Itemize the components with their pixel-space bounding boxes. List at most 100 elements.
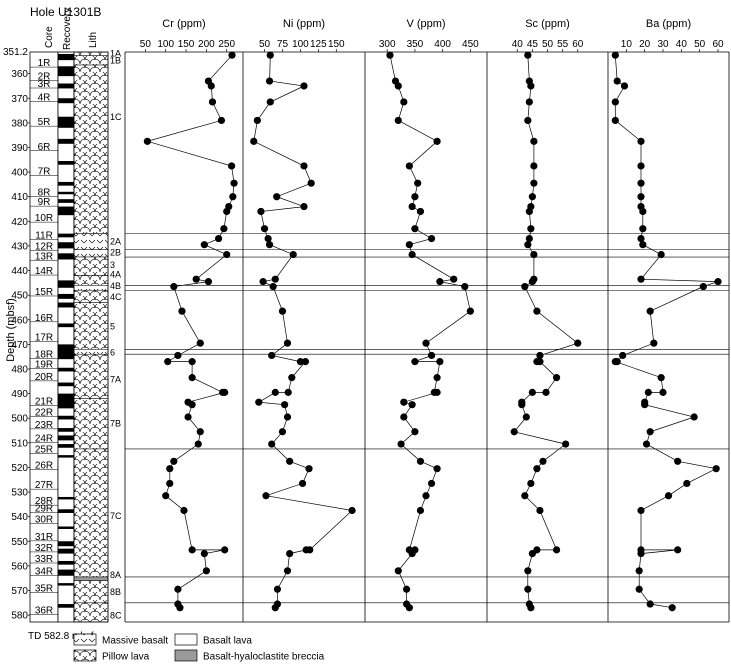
data-point: [611, 358, 619, 366]
core-label: 14R: [35, 266, 53, 277]
data-point: [414, 179, 422, 187]
data-point: [664, 492, 673, 500]
data-point: [174, 585, 182, 593]
data-point: [281, 401, 289, 409]
core-label: 3R: [38, 79, 51, 90]
data-point: [166, 479, 174, 488]
data-point: [530, 250, 538, 259]
stratigraphy-columns: 351.2 360 370 380 390 400 410 420 430 440 450 460 47…: [3, 47, 122, 623]
legend-label: Pillow lava: [102, 652, 150, 663]
data-point: [188, 358, 196, 366]
data-point: [221, 546, 229, 554]
data-point: [223, 207, 231, 216]
legend-swatch: [174, 649, 198, 662]
recovery-block: [58, 455, 74, 458]
data-point: [143, 137, 151, 145]
data-point: [427, 479, 436, 488]
data-point: [536, 358, 544, 366]
data-point: [288, 374, 296, 382]
data-point: [405, 162, 413, 170]
legend-swatch: [73, 633, 97, 646]
unit-label: 8A: [110, 570, 121, 580]
recovery-block: [58, 191, 74, 195]
recovery-block: [58, 344, 74, 360]
data-point: [637, 162, 645, 170]
data-point: [268, 351, 276, 360]
data-point: [204, 278, 213, 286]
data-point: [184, 413, 192, 421]
data-point: [436, 278, 444, 286]
data-point: [286, 457, 294, 465]
data-point: [221, 388, 229, 396]
lith-unit: [73, 398, 109, 450]
data-point: [394, 82, 402, 90]
recovery-block: [58, 116, 74, 128]
legend-swatch: [73, 649, 97, 662]
data-point: [646, 428, 654, 436]
core-label: 20R: [35, 372, 53, 383]
data-point: [194, 440, 202, 448]
data-point: [436, 358, 444, 366]
depth-tick-label: 540: [11, 512, 28, 523]
data-point: [196, 339, 204, 347]
data-point: [170, 282, 178, 291]
x-tick-label: 250: [218, 39, 235, 50]
data-point: [228, 162, 236, 170]
data-point: [298, 479, 307, 488]
x-tick-label: 10: [621, 39, 633, 50]
depth-tick-label: 400: [11, 168, 28, 179]
panel-title: V (ppm): [406, 18, 445, 30]
data-point: [525, 207, 533, 216]
core-label: 13R: [35, 251, 53, 262]
recovery-block: [58, 428, 74, 432]
data-point: [521, 492, 529, 500]
data-point: [639, 207, 647, 216]
recovery-block: [58, 509, 74, 513]
recovery-block: [58, 242, 74, 249]
lith-unit: [73, 349, 109, 355]
core-label: 15R: [35, 287, 53, 298]
x-tick-label: 30: [657, 39, 669, 50]
data-point: [637, 275, 645, 283]
lith-unit: [73, 55, 109, 66]
x-tick-label: 300: [379, 39, 396, 50]
data-point: [530, 179, 538, 187]
data-point: [255, 398, 263, 406]
data-point: [530, 162, 538, 170]
data-point: [668, 604, 676, 612]
core-label: 19R: [35, 360, 53, 371]
data-point: [400, 98, 408, 106]
series-line: [614, 55, 719, 609]
data-point: [524, 585, 532, 593]
depth-tick-label: 460: [11, 315, 28, 326]
data-point: [613, 77, 621, 85]
data-point: [253, 116, 261, 125]
data-point: [348, 506, 356, 515]
data-point: [305, 465, 313, 473]
depth-tick-label: 550: [11, 537, 28, 548]
panel-2: V (ppm) 300 350 400 450: [364, 18, 487, 623]
data-point: [266, 98, 274, 106]
depth-tick-label: 580: [11, 611, 28, 622]
data-point: [639, 241, 647, 249]
unit-label: 1C: [110, 112, 122, 122]
x-tick-label: 50: [694, 39, 706, 50]
recovery-block: [58, 66, 74, 77]
core-label: 27R: [35, 480, 53, 491]
data-point: [528, 388, 536, 396]
data-point: [170, 457, 178, 465]
core-label: 30R: [35, 515, 53, 526]
data-point: [268, 440, 276, 448]
data-point: [637, 549, 645, 558]
recovery-block: [58, 161, 74, 165]
data-point: [286, 549, 294, 558]
data-point: [712, 465, 720, 473]
lith-unit: [73, 602, 109, 623]
lith-unit: [73, 249, 109, 258]
recovery-block: [58, 583, 74, 586]
recovery-block: [58, 548, 74, 554]
data-point: [411, 193, 419, 201]
legend-label: Basalt-hyaloclastite breccia: [203, 652, 325, 663]
data-point: [180, 506, 188, 515]
series-line: [389, 55, 471, 608]
